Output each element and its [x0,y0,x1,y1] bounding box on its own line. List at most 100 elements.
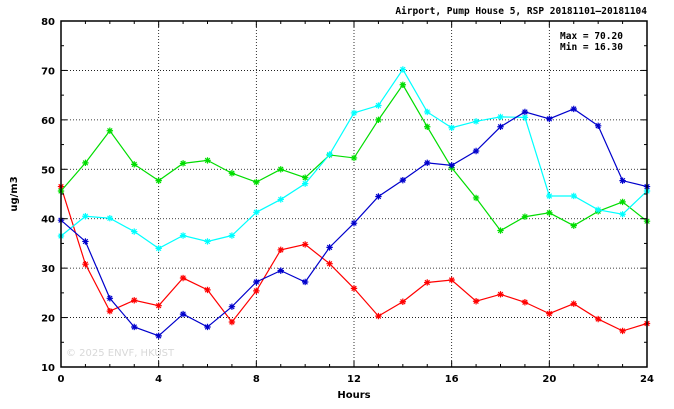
data-point [399,298,407,305]
y-tick-label: 60 [41,116,55,127]
data-point [546,209,553,216]
data-point [326,260,333,267]
data-point [277,196,284,203]
data-point [546,115,553,123]
x-tick-label: 12 [347,374,361,385]
data-point [155,177,162,184]
data-point [448,124,455,131]
x-tick-label: 20 [542,374,556,385]
watermark: © 2025 ENVF, HKUST [66,348,175,359]
y-tick-label: 40 [41,215,55,226]
data-point [521,299,529,306]
data-point [570,300,577,307]
y-tick-label: 70 [41,66,55,77]
data-point [228,170,236,177]
data-point [497,113,504,121]
x-axis-label: Hours [337,390,370,401]
x-tick-label: 16 [445,374,459,385]
data-point [521,108,529,116]
data-point [497,291,504,298]
data-point [375,116,382,124]
data-point [448,276,455,284]
data-point [277,246,284,254]
data-point [82,260,89,268]
data-point [497,227,504,234]
data-point [228,232,236,239]
x-tick-label: 0 [58,374,65,385]
data-point [82,238,89,245]
data-point [399,81,407,88]
data-point [131,228,138,235]
data-point [619,327,626,335]
data-point [594,206,602,214]
data-point [497,123,504,130]
data-point [253,278,260,286]
data-point [301,278,309,286]
data-point [448,162,455,169]
data-point [253,287,260,295]
y-tick-label: 20 [41,314,55,325]
data-point [594,122,602,129]
data-point [179,310,187,318]
data-point [179,232,187,239]
data-point [375,312,382,320]
series-layer [57,66,651,340]
chart-title: Airport, Pump House 5, RSP 20181101–2018… [395,6,647,17]
data-point [350,219,358,227]
data-point [326,151,333,158]
data-point [424,279,431,286]
watermark-layer: © 2025 ENVF, HKUST [66,348,175,359]
series-3 [57,105,651,340]
data-point [301,174,309,181]
data-point [204,286,211,294]
data-point [204,323,211,331]
min-stat: Min = 16.30 [560,42,623,53]
data-point [106,307,114,315]
data-point [350,109,358,117]
data-point [521,114,529,121]
tick-layer: 0 4 8 12 16 20 24 10 20 30 40 50 60 70 80 [41,17,654,385]
data-point [155,302,162,309]
data-point [228,303,236,310]
data-point [472,118,480,125]
data-point [204,157,211,164]
data-point [82,213,89,220]
data-point [546,192,553,200]
data-point [106,215,114,222]
data-point [155,245,162,252]
grid-layer [61,21,647,367]
max-stat: Max = 70.20 [560,31,623,42]
data-point [424,159,431,167]
data-point [521,213,529,220]
data-point [570,105,577,113]
data-point [253,178,260,186]
data-point [350,285,358,292]
data-point [619,177,626,184]
y-tick-label: 10 [41,363,55,374]
x-tick-label: 4 [155,374,162,385]
data-point [326,244,333,251]
series-2 [57,66,651,252]
data-point [424,123,431,130]
data-point [424,108,431,116]
data-point [228,318,236,326]
data-point [131,297,138,304]
data-point [82,159,89,167]
data-point [253,209,260,216]
y-tick-label: 80 [41,17,55,28]
data-point [131,161,138,168]
data-point [570,192,577,200]
data-point [619,211,626,218]
data-point [277,267,284,274]
data-point [619,198,626,206]
y-tick-label: 50 [41,165,55,176]
data-point [277,166,284,173]
data-point [350,154,358,162]
data-point [131,323,138,331]
data-point [301,180,309,187]
data-point [594,315,602,323]
data-point [472,298,480,305]
data-point [375,102,382,109]
data-point [155,332,162,340]
data-point [106,127,114,134]
